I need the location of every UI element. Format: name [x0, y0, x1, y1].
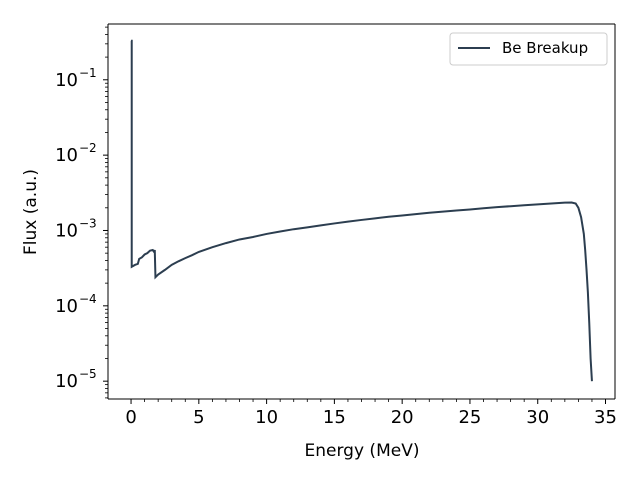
plot-background	[108, 24, 615, 399]
series-line-0	[130, 39, 593, 382]
x-tick-label: 0	[125, 407, 136, 428]
series-layer	[130, 39, 593, 382]
y-tick-label-exponent: −3	[79, 216, 97, 230]
x-tick-label: 35	[594, 407, 617, 428]
y-tick-label: 10	[55, 296, 78, 317]
legend-box	[449, 32, 608, 66]
x-tick-label: 5	[193, 407, 204, 428]
y-axis-ticks: 10−510−410−310−210−1	[55, 26, 108, 399]
y-tick-label-exponent: −1	[79, 66, 97, 80]
legend-series-label: Be Breakup	[502, 39, 588, 57]
x-tick-label: 30	[526, 407, 549, 428]
legend: Be Breakup	[449, 32, 608, 66]
plot-area	[108, 24, 615, 399]
y-tick-label: 10	[55, 145, 78, 166]
y-tick-label-exponent: −2	[79, 141, 97, 155]
y-axis-label: Flux (a.u.)	[21, 169, 41, 255]
x-axis-ticks: 0 5 10 15 20 25 30 35	[125, 399, 617, 428]
x-tick-label: 15	[323, 407, 346, 428]
x-axis-label: Energy (MeV)	[305, 441, 420, 461]
y-tick-label-exponent: −4	[79, 292, 97, 306]
x-tick-label: 25	[458, 407, 481, 428]
x-tick-label: 10	[255, 407, 278, 428]
axes	[107, 23, 616, 400]
y-tick-label: 10	[55, 220, 78, 241]
y-tick-label: 10	[55, 70, 78, 91]
y-tick-label: 10	[55, 371, 78, 392]
x-tick-label: 20	[391, 407, 414, 428]
y-tick-label-exponent: −5	[79, 367, 97, 381]
